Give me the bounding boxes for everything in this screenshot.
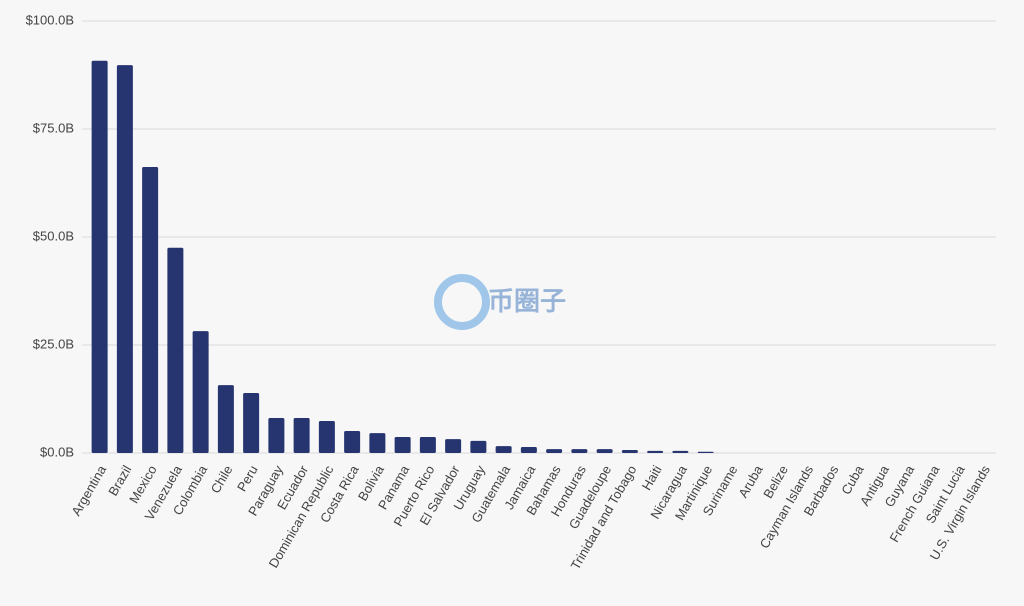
- y-tick-label: $0.0B: [40, 444, 74, 459]
- watermark-icon: [434, 274, 490, 330]
- bar: [243, 392, 260, 453]
- watermark-text: 币圈子: [488, 286, 566, 316]
- bar: [293, 418, 310, 453]
- bar: [445, 439, 462, 453]
- bar: [596, 449, 613, 453]
- bar: [394, 437, 411, 453]
- bar: [318, 421, 335, 453]
- bar: [268, 418, 285, 453]
- watermark-logo: 币圈子: [434, 274, 566, 330]
- bar: [647, 450, 664, 453]
- x-tick-label: Chile: [208, 463, 236, 496]
- bar: [116, 65, 133, 454]
- bar: [672, 450, 689, 453]
- bar: [217, 385, 234, 453]
- bar: [697, 451, 714, 453]
- bar: [369, 433, 386, 453]
- bar: [142, 167, 159, 454]
- bar: [91, 60, 108, 454]
- bar: [419, 437, 436, 453]
- bar: [571, 449, 588, 453]
- y-tick-label: $75.0B: [33, 120, 74, 135]
- y-tick-label: $25.0B: [33, 336, 74, 351]
- y-tick-label: $100.0B: [26, 12, 74, 27]
- bar: [167, 247, 184, 453]
- x-tick-label: Argentina: [68, 462, 109, 518]
- y-tick-label: $50.0B: [33, 228, 74, 243]
- bar: [621, 449, 638, 453]
- bar: [192, 331, 209, 453]
- bar: [344, 430, 361, 453]
- x-tick-label: Haiti: [639, 463, 665, 493]
- bar: [520, 446, 537, 453]
- bar: [495, 446, 512, 453]
- bar: [546, 449, 563, 453]
- bar: [470, 440, 487, 453]
